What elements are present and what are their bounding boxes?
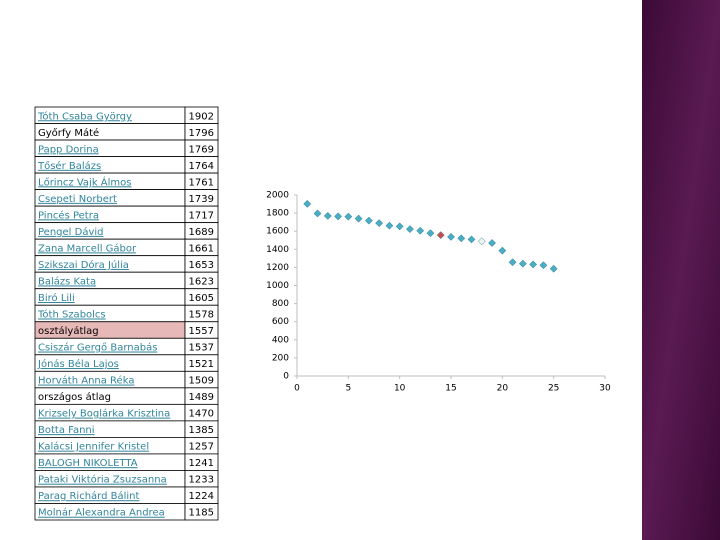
score: 1557 bbox=[189, 326, 214, 337]
student-name: Parag Richárd Bálint bbox=[38, 490, 140, 502]
value-cell bbox=[184, 503, 219, 521]
score: 1509 bbox=[189, 376, 214, 387]
student-name: Biró Lili bbox=[38, 292, 75, 304]
point bbox=[457, 234, 466, 243]
score: 1769 bbox=[189, 144, 214, 155]
score: 1653 bbox=[189, 260, 214, 271]
student-name: országos átlag bbox=[38, 391, 111, 403]
score: 1489 bbox=[189, 392, 214, 403]
score: 1241 bbox=[189, 458, 214, 469]
student-name: Tóth Csaba György bbox=[37, 110, 132, 122]
student-name: Balázs Kata bbox=[38, 275, 96, 287]
student-name: Pataki Viktória Zsuzsanna bbox=[38, 474, 167, 486]
score: 1623 bbox=[189, 276, 214, 287]
point bbox=[488, 239, 497, 247]
x-tick-label: 25 bbox=[548, 384, 559, 394]
x-tick-label: 15 bbox=[445, 384, 456, 394]
x-tick-label: 10 bbox=[394, 384, 406, 394]
score: 1796 bbox=[189, 128, 214, 139]
point bbox=[344, 212, 353, 221]
score: 1385 bbox=[189, 425, 214, 436]
point bbox=[395, 222, 404, 231]
point bbox=[447, 232, 455, 241]
student-name: Szikszai Dóra Júlia bbox=[38, 259, 129, 271]
point bbox=[334, 212, 343, 221]
score: 1739 bbox=[189, 194, 214, 205]
student-name: BALOGH NIKOLETTA bbox=[38, 458, 138, 469]
student-name: Botta Fanni bbox=[38, 425, 95, 436]
score: 1761 bbox=[189, 177, 214, 188]
x-tick-label: 0 bbox=[294, 384, 300, 394]
point bbox=[303, 199, 312, 208]
y-tick-label: 600 bbox=[272, 317, 289, 327]
score: 1605 bbox=[189, 293, 214, 304]
y-tick-label: 1400 bbox=[266, 245, 289, 255]
x-tick-label: 30 bbox=[599, 384, 611, 394]
student-name: Győrfy Máté bbox=[38, 127, 99, 139]
score: 1661 bbox=[189, 243, 214, 254]
point bbox=[477, 237, 486, 246]
point bbox=[313, 209, 322, 218]
point bbox=[529, 260, 538, 269]
y-tick-label: 800 bbox=[272, 299, 289, 309]
student-name: Pincés Petra bbox=[38, 209, 99, 221]
student-name: Zana Marcell Gábor bbox=[38, 242, 137, 254]
point bbox=[549, 264, 558, 273]
student-name: Kalácsi Jennifer Kristel bbox=[38, 441, 149, 453]
point bbox=[436, 231, 445, 240]
score: 1224 bbox=[189, 491, 214, 502]
student-name: Csepeti Norbert bbox=[38, 194, 117, 205]
score: 1717 bbox=[189, 210, 214, 221]
y-tick-label: 0 bbox=[283, 372, 289, 382]
score: 1185 bbox=[189, 508, 214, 519]
point bbox=[518, 259, 527, 268]
point bbox=[498, 246, 507, 255]
point bbox=[364, 216, 373, 225]
table: Tóth Csaba György 1902 Győrfy Máté 1796 Papp… bbox=[34, 106, 219, 521]
point bbox=[323, 211, 332, 220]
score: 1233 bbox=[189, 475, 214, 486]
score: 1521 bbox=[189, 359, 214, 370]
point bbox=[508, 258, 517, 267]
x-tick-label: 5 bbox=[345, 384, 351, 394]
point bbox=[426, 229, 435, 238]
point bbox=[375, 219, 384, 228]
score: 1470 bbox=[189, 409, 214, 420]
y-tick-label: 1800 bbox=[266, 209, 289, 219]
student-name: Horváth Anna Réka bbox=[38, 375, 134, 387]
student-name: Krizsely Boglárka Krisztina bbox=[38, 408, 170, 420]
y-tick-label: 1600 bbox=[266, 227, 289, 237]
y-tick-label: 2000 bbox=[266, 191, 289, 201]
point bbox=[385, 221, 394, 230]
y-tick-label: 200 bbox=[272, 353, 289, 363]
student-name: Papp Dorina bbox=[38, 144, 99, 155]
student-name: Jónás Béla Lajos bbox=[37, 358, 119, 370]
x-tick-label: 20 bbox=[497, 384, 509, 394]
student-name: Lőrincz Vajk Álmos bbox=[38, 175, 131, 188]
side-band bbox=[642, 0, 720, 540]
point bbox=[467, 235, 476, 244]
student-name: Pengel Dávid bbox=[38, 226, 104, 238]
score: 1902 bbox=[189, 111, 214, 122]
score: 1689 bbox=[189, 227, 214, 238]
score: 1578 bbox=[189, 310, 214, 321]
y-tick-label: 1000 bbox=[266, 281, 289, 291]
student-name: Tóth Szabolcs bbox=[37, 309, 106, 321]
y-tick-label: 400 bbox=[272, 335, 289, 345]
student-name: osztályátlag bbox=[38, 325, 99, 337]
score: 1537 bbox=[189, 343, 214, 354]
point bbox=[405, 225, 414, 234]
student-name: Tősér Balázs bbox=[37, 160, 101, 172]
point bbox=[354, 214, 363, 223]
score: 1764 bbox=[189, 161, 214, 172]
point bbox=[416, 226, 425, 235]
student-name: Csiszár Gergő Barnabás bbox=[38, 342, 157, 354]
point bbox=[539, 261, 548, 270]
student-name: Molnár Alexandra Andrea bbox=[38, 507, 165, 519]
score: 1257 bbox=[189, 442, 214, 453]
chart: 0 200 400 600 800 1000 1200 1400 1600 1800 2000 0 5 1… bbox=[266, 191, 611, 394]
y-tick-label: 1200 bbox=[266, 263, 289, 273]
